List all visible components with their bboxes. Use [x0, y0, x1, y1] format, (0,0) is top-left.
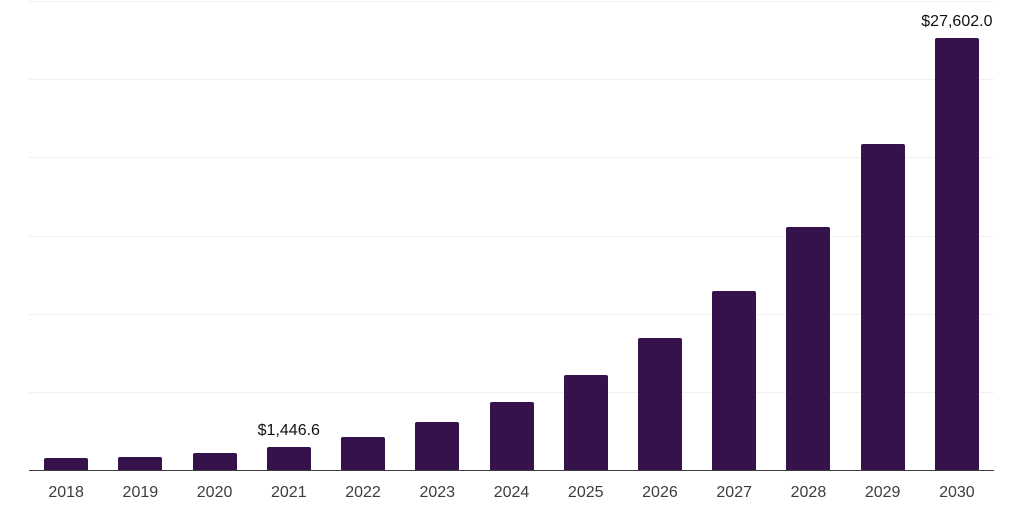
bar-2021[interactable] — [266, 447, 311, 470]
bar-2022[interactable] — [341, 437, 386, 470]
bar-2030[interactable] — [934, 38, 979, 470]
bar-2028[interactable] — [786, 227, 831, 470]
data-label-2030: $27,602.0 — [921, 13, 993, 31]
x-tick-label-2026: 2026 — [642, 484, 678, 501]
bar-2020[interactable] — [192, 453, 237, 470]
bar-2018[interactable] — [44, 457, 89, 470]
data-label-2021: $1,446.6 — [257, 422, 320, 440]
x-tick-label-2028: 2028 — [790, 484, 827, 501]
x-tick-label-2023: 2023 — [419, 484, 456, 501]
bar-2029[interactable] — [860, 144, 905, 470]
bar-2023[interactable] — [415, 422, 460, 470]
gridline-10000 — [29, 313, 994, 315]
bar-2019[interactable] — [118, 456, 163, 470]
gridline-15000 — [29, 235, 994, 237]
x-tick-label-2029: 2029 — [864, 484, 901, 501]
gridline-5000 — [29, 391, 994, 393]
bar-2026[interactable] — [637, 338, 682, 470]
gridline-20000 — [29, 157, 994, 159]
x-tick-label-2020: 2020 — [196, 484, 233, 501]
x-tick-label-2021: 2021 — [271, 484, 307, 501]
x-axis-line — [29, 469, 994, 471]
x-tick-label-2022: 2022 — [345, 484, 381, 501]
x-tick-label-2025: 2025 — [567, 484, 604, 501]
x-tick-label-2030: 2030 — [939, 484, 975, 501]
x-tick-label-2018: 2018 — [48, 484, 84, 501]
gridline-25000 — [29, 79, 994, 81]
bar-2027[interactable] — [712, 290, 757, 470]
gridline-30000 — [29, 1, 994, 2]
bar-2025[interactable] — [563, 374, 608, 470]
x-tick-label-2024: 2024 — [493, 484, 530, 501]
x-tick-label-2019: 2019 — [122, 484, 159, 501]
x-tick-label-2027: 2027 — [716, 484, 752, 501]
bar-2024[interactable] — [489, 402, 534, 470]
